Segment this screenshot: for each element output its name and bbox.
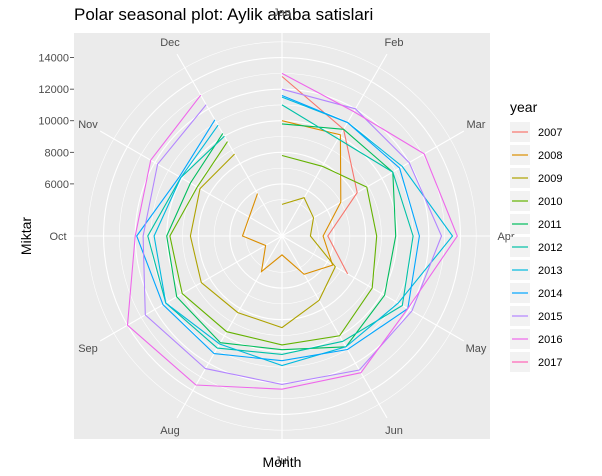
month-label-jul: Jul xyxy=(275,455,289,467)
legend-label-2011: 2011 xyxy=(538,219,562,231)
grid-spoke xyxy=(281,235,388,419)
legend: year 2007 2008 2009 2010 2011 2012 2013 2014 201… xyxy=(510,99,562,372)
month-label-oct: Oct xyxy=(49,231,66,243)
radial-tick-label: 14000 xyxy=(38,53,69,65)
month-label-mar: Mar xyxy=(467,119,486,131)
grid-spoke xyxy=(176,53,283,237)
series-line-2015 xyxy=(142,88,443,385)
month-label-feb: Feb xyxy=(385,37,404,49)
grid-spoke xyxy=(281,235,465,342)
legend-label-2009: 2009 xyxy=(538,173,562,185)
month-label-jan: Jan xyxy=(273,7,291,19)
month-label-jun: Jun xyxy=(385,425,403,437)
series-line-2012 xyxy=(147,104,414,355)
radial-tick-label: 8000 xyxy=(45,147,69,159)
grid-spoke xyxy=(99,235,283,342)
legend-label-2016: 2016 xyxy=(538,334,562,346)
radial-tick-labels: 6000 8000 10000 12000 14000 xyxy=(38,53,74,191)
series-line-2016 xyxy=(126,72,458,390)
series-line-2007 xyxy=(281,76,358,275)
radial-tick-label: 10000 xyxy=(38,116,69,128)
month-label-dec: Dec xyxy=(160,37,180,49)
series-line-2011 xyxy=(166,123,397,351)
series-line-2009 xyxy=(189,153,336,329)
legend-label-2010: 2010 xyxy=(538,196,562,208)
series-line-2010 xyxy=(169,141,378,346)
radial-tick-label: 12000 xyxy=(38,84,69,96)
grid-spoke xyxy=(281,130,465,237)
chart-title: Polar seasonal plot: Aylik araba satisla… xyxy=(74,5,373,24)
legend-label-2007: 2007 xyxy=(538,127,562,139)
series-line-2013 xyxy=(153,96,454,367)
radial-tick-label: 6000 xyxy=(45,179,69,191)
series-line-2008 xyxy=(241,120,342,275)
series-lines xyxy=(126,72,458,390)
legend-label-2012: 2012 xyxy=(538,242,562,254)
legend-label-2015: 2015 xyxy=(538,311,562,323)
grid-spoke xyxy=(281,53,388,237)
legend-label-2008: 2008 xyxy=(538,150,562,162)
y-axis-title: Miktar xyxy=(18,217,34,255)
grid-spoke xyxy=(176,235,283,419)
legend-label-2014: 2014 xyxy=(538,288,562,300)
x-axis-title: Month xyxy=(263,454,302,470)
series-line-2014 xyxy=(136,94,420,362)
grid-spoke xyxy=(99,130,283,237)
legend-title: year xyxy=(510,99,538,115)
legend-label-2017: 2017 xyxy=(538,357,562,369)
month-label-nov: Nov xyxy=(78,119,98,131)
month-label-aug: Aug xyxy=(160,425,180,437)
legend-label-2013: 2013 xyxy=(538,265,562,277)
month-label-sep: Sep xyxy=(78,343,98,355)
month-label-may: May xyxy=(466,343,487,355)
